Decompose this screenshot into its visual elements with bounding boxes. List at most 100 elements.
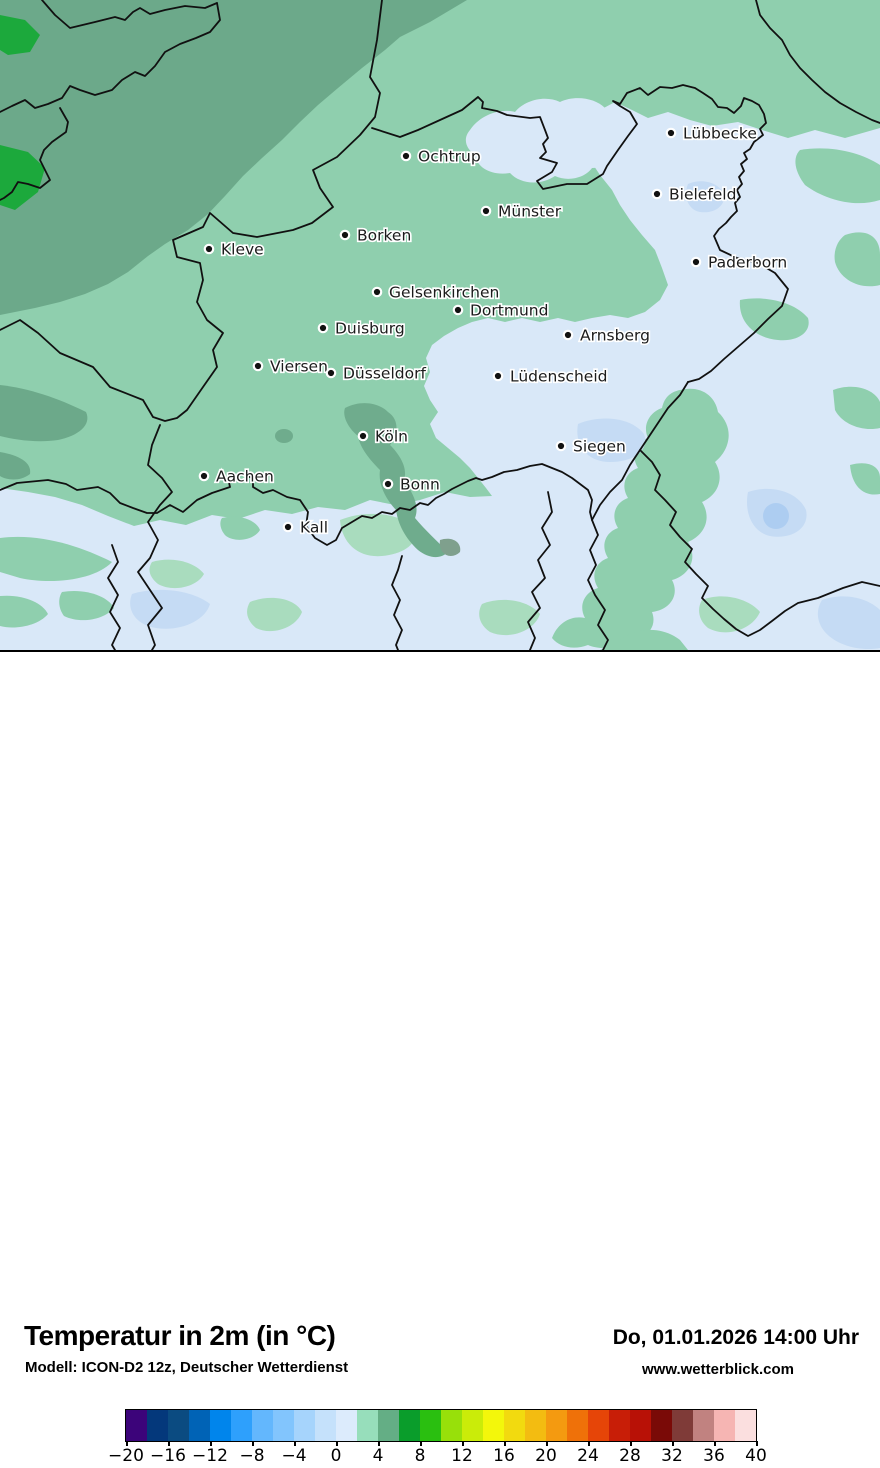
city-marker: Lübbecke <box>665 123 758 144</box>
city-markers-layer: Ochtrup Lübbecke Bielefeld Münster Borken Kle… <box>198 123 789 538</box>
city-dot <box>665 127 677 139</box>
city-label: Siegen <box>573 438 626 456</box>
colorbar-segment <box>189 1410 210 1441</box>
city-marker: Köln <box>357 426 410 447</box>
colorbar-tick-label: 20 <box>535 1446 557 1466</box>
border-line <box>0 2 221 113</box>
patch-deeper-blue <box>130 589 210 629</box>
city-dot <box>555 440 567 452</box>
colorbar-segment <box>546 1410 567 1441</box>
city-dot <box>282 521 294 533</box>
city-marker: Münster <box>480 201 563 222</box>
city-label: Köln <box>375 428 408 446</box>
city-dot <box>400 150 412 162</box>
region-koeln-sage <box>344 403 448 558</box>
colorbar-segment <box>357 1410 378 1441</box>
colorbar-segment <box>210 1410 231 1441</box>
city-dot <box>562 329 574 341</box>
border-line <box>371 84 789 383</box>
model-subtitle: Modell: ICON-D2 12z, Deutscher Wetterdie… <box>25 1359 349 1376</box>
city-dot <box>198 470 210 482</box>
city-dot <box>690 256 702 268</box>
city-marker: Arnsberg <box>562 325 652 346</box>
city-dot <box>325 367 337 379</box>
city-dot <box>203 243 215 255</box>
colorbar-segment <box>567 1410 588 1441</box>
colorbar-segment <box>588 1410 609 1441</box>
patch-pale-mint <box>149 559 204 589</box>
city-marker: Dortmund <box>452 300 550 321</box>
city-dot <box>371 286 383 298</box>
patch-mint <box>0 536 112 582</box>
colorbar-tick-label: −4 <box>281 1446 307 1466</box>
city-label: Borken <box>357 227 411 245</box>
patch-mint <box>600 629 688 650</box>
patch-pale-mint <box>479 599 540 636</box>
footer-panel: Temperatur in 2m (in °C) Modell: ICON-D2… <box>0 652 880 1466</box>
city-label: Düsseldorf <box>343 365 426 383</box>
patch-mint <box>59 590 114 621</box>
colorbar-segment <box>252 1410 273 1441</box>
colorbar-tick-label: 12 <box>451 1446 473 1466</box>
patch-pale-mint <box>699 596 760 633</box>
city-dot <box>492 370 504 382</box>
city-marker: Gelsenkirchen <box>371 282 501 303</box>
border-line <box>107 544 121 650</box>
patch-mint <box>795 148 880 204</box>
border-line <box>137 424 173 650</box>
city-dot <box>339 229 351 241</box>
border-line <box>527 491 553 650</box>
colorbar-segment <box>609 1410 630 1441</box>
colorbar-segment <box>420 1410 441 1441</box>
border-line <box>0 107 69 201</box>
colorbar-segment <box>630 1410 651 1441</box>
colorbar-segment <box>714 1410 735 1441</box>
colorbar-tick-label: 40 <box>745 1446 767 1466</box>
colorbar-segment <box>399 1410 420 1441</box>
region-sage-lobe <box>0 385 88 442</box>
colorbar-segment <box>315 1410 336 1441</box>
city-dot <box>317 322 329 334</box>
city-label: Münster <box>498 203 562 221</box>
colorbar-segment <box>378 1410 399 1441</box>
patch-bright-green <box>0 145 45 210</box>
city-dot <box>651 188 663 200</box>
city-marker: Düsseldorf <box>325 363 428 384</box>
patch-mint <box>833 386 880 430</box>
patch-mint <box>850 463 880 495</box>
colorbar-segment <box>168 1410 189 1441</box>
patch-mint <box>220 516 260 540</box>
city-label: Dortmund <box>470 302 548 320</box>
city-label: Duisburg <box>335 320 405 338</box>
map-canvas: Ochtrup Lübbecke Bielefeld Münster Borken Kle… <box>0 0 880 650</box>
colorbar-segment <box>336 1410 357 1441</box>
colorbar-tick-labels: −20 −16 −12 −8 −4 0 4 8 12 16 20 24 28 32 36 40 <box>108 1446 767 1468</box>
region-light-blue-band <box>465 98 639 183</box>
patch-sage-small <box>275 429 293 443</box>
city-dot <box>252 360 264 372</box>
city-label: Viersen <box>270 358 328 376</box>
colorbar-tick-label: 28 <box>619 1446 641 1466</box>
patch-mint <box>0 595 48 628</box>
city-marker: Kleve <box>203 239 265 260</box>
city-marker: Borken <box>339 225 413 246</box>
border-line <box>587 381 689 650</box>
city-label: Aachen <box>216 468 274 486</box>
forecast-datetime: Do, 01.01.2026 14:00 Uhr <box>612 1326 859 1349</box>
region-mint-mass <box>552 388 729 649</box>
border-line <box>755 0 880 124</box>
temperature-map: Ochtrup Lübbecke Bielefeld Münster Borken Kle… <box>0 0 880 652</box>
city-marker: Bonn <box>382 474 441 495</box>
city-marker: Duisburg <box>317 318 406 339</box>
colorbar-tick-label: −12 <box>192 1446 228 1466</box>
colorbar-segment <box>441 1410 462 1441</box>
colorbar-segment <box>462 1410 483 1441</box>
border-line <box>639 449 880 637</box>
temperature-colorbar <box>125 1409 757 1442</box>
patch-deeper-blue <box>686 181 725 213</box>
colorbar-segment <box>273 1410 294 1441</box>
colorbar-tick-label: 36 <box>703 1446 725 1466</box>
city-label: Bielefeld <box>669 186 736 204</box>
city-label: Bonn <box>400 476 440 494</box>
